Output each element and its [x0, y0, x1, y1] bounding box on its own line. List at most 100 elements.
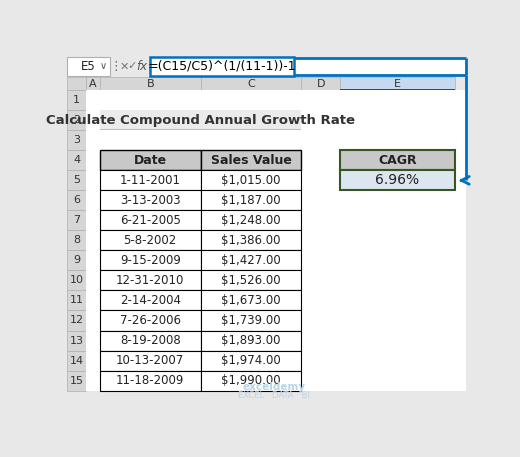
Text: B: B	[147, 79, 154, 89]
Bar	[100, 191, 201, 210]
Text: ∨: ∨	[100, 61, 107, 71]
Text: 10-13-2007: 10-13-2007	[116, 354, 185, 367]
Bar	[201, 210, 302, 230]
Bar	[100, 230, 201, 250]
Text: 6: 6	[73, 196, 80, 205]
Bar	[201, 330, 302, 351]
Bar	[100, 110, 302, 130]
Text: $1,015.00: $1,015.00	[221, 174, 281, 187]
Bar	[86, 170, 466, 191]
Bar	[67, 90, 86, 110]
Text: $1,893.00: $1,893.00	[221, 334, 281, 347]
Text: 5: 5	[73, 175, 80, 186]
Bar	[100, 170, 201, 191]
Bar	[86, 90, 466, 110]
Bar	[86, 330, 466, 351]
Text: 13: 13	[70, 335, 84, 345]
Text: $1,248.00: $1,248.00	[221, 214, 281, 227]
Bar	[86, 250, 466, 271]
Text: Calculate Compound Annual Growth Rate: Calculate Compound Annual Growth Rate	[46, 114, 355, 127]
Text: D: D	[317, 79, 325, 89]
Bar	[201, 230, 302, 250]
Bar	[86, 130, 466, 150]
Bar	[86, 371, 466, 391]
Bar	[100, 371, 201, 391]
Text: $1,673.00: $1,673.00	[221, 294, 281, 307]
Bar	[100, 310, 201, 330]
Bar	[100, 129, 302, 130]
Text: 8-19-2008: 8-19-2008	[120, 334, 180, 347]
Text: =(C15/C5)^(1/(11-1))-1: =(C15/C5)^(1/(11-1))-1	[148, 60, 296, 73]
Bar	[100, 150, 201, 170]
Bar	[67, 291, 86, 310]
Bar	[86, 150, 466, 170]
Text: 5-8-2002: 5-8-2002	[124, 234, 177, 247]
Text: 12-31-2010: 12-31-2010	[116, 274, 185, 287]
Bar	[86, 310, 466, 330]
Bar	[67, 351, 86, 371]
Text: 9: 9	[73, 255, 80, 266]
Text: A: A	[89, 79, 97, 89]
Text: $1,386.00: $1,386.00	[221, 234, 281, 247]
Bar	[100, 77, 201, 90]
Bar	[86, 210, 466, 230]
Bar	[67, 230, 86, 250]
Text: 8: 8	[73, 235, 80, 245]
Text: $1,974.00: $1,974.00	[221, 354, 281, 367]
Text: 1-11-2001: 1-11-2001	[120, 174, 181, 187]
Bar	[100, 351, 201, 371]
Bar	[67, 310, 86, 330]
Text: 11-18-2009: 11-18-2009	[116, 374, 185, 387]
Text: 7: 7	[73, 215, 80, 225]
Bar	[100, 210, 201, 230]
Bar	[201, 250, 302, 271]
Bar	[67, 330, 86, 351]
Bar	[294, 57, 466, 75]
Text: 6-21-2005: 6-21-2005	[120, 214, 180, 227]
Bar	[100, 291, 201, 310]
Bar	[201, 351, 302, 371]
Bar	[201, 77, 302, 90]
Text: C: C	[247, 79, 255, 89]
Text: 10: 10	[70, 276, 84, 286]
Bar	[86, 77, 100, 90]
Text: $1,526.00: $1,526.00	[221, 274, 281, 287]
Text: 2: 2	[73, 115, 80, 125]
Bar	[67, 170, 86, 191]
Text: 1: 1	[73, 95, 80, 105]
Bar	[100, 250, 201, 271]
Bar	[67, 210, 86, 230]
Text: 15: 15	[70, 376, 84, 386]
Text: E: E	[394, 79, 401, 89]
Text: Date: Date	[134, 154, 167, 167]
Bar	[86, 110, 466, 130]
Text: exceldemy: exceldemy	[243, 383, 306, 393]
Text: $1,739.00: $1,739.00	[221, 314, 281, 327]
Text: 3: 3	[73, 135, 80, 145]
Text: fx: fx	[136, 60, 147, 73]
Bar	[86, 351, 466, 371]
Bar	[100, 271, 201, 291]
Bar	[67, 191, 86, 210]
Bar	[86, 291, 466, 310]
Text: $1,187.00: $1,187.00	[221, 194, 281, 207]
Bar	[67, 271, 86, 291]
Bar	[67, 57, 110, 75]
Bar	[201, 310, 302, 330]
Text: 6.96%: 6.96%	[375, 173, 420, 187]
Bar	[86, 271, 466, 291]
Bar	[201, 291, 302, 310]
Text: CAGR: CAGR	[378, 154, 417, 167]
Text: $1,990.00: $1,990.00	[221, 374, 281, 387]
Bar	[340, 170, 455, 191]
Bar	[67, 371, 86, 391]
Text: EXCEL · DATA · BI: EXCEL · DATA · BI	[238, 391, 310, 400]
Text: 12: 12	[70, 315, 84, 325]
Bar	[111, 57, 149, 75]
Bar	[67, 110, 86, 130]
Bar	[67, 77, 86, 90]
Text: 2-14-2004: 2-14-2004	[120, 294, 181, 307]
Bar	[201, 150, 302, 170]
Text: 3-13-2003: 3-13-2003	[120, 194, 180, 207]
Text: $1,427.00: $1,427.00	[221, 254, 281, 267]
